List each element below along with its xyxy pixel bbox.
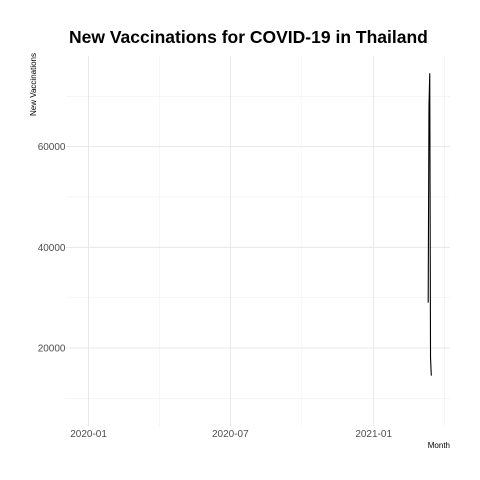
- major-gridlines: [66, 56, 450, 426]
- series-group: [427, 73, 432, 376]
- x-axis-title: Month: [428, 441, 450, 450]
- chart-title: New Vaccinations for COVID-19 in Thailan…: [69, 27, 428, 47]
- y-tick-label: 40000: [38, 243, 66, 254]
- x-tick-label: 2021-01: [355, 429, 392, 440]
- x-tick-labels: 2020-01 2020-07 2021-01: [70, 429, 392, 440]
- y-axis-title: New Vaccinations: [29, 53, 38, 116]
- minor-gridlines: [66, 56, 450, 426]
- x-tick-label: 2020-07: [212, 429, 249, 440]
- y-tick-labels: 20000 40000 60000: [38, 142, 66, 354]
- series-line: [427, 73, 432, 376]
- x-tick-label: 2020-01: [70, 429, 107, 440]
- y-tick-label: 20000: [38, 343, 66, 354]
- y-tick-label: 60000: [38, 142, 66, 153]
